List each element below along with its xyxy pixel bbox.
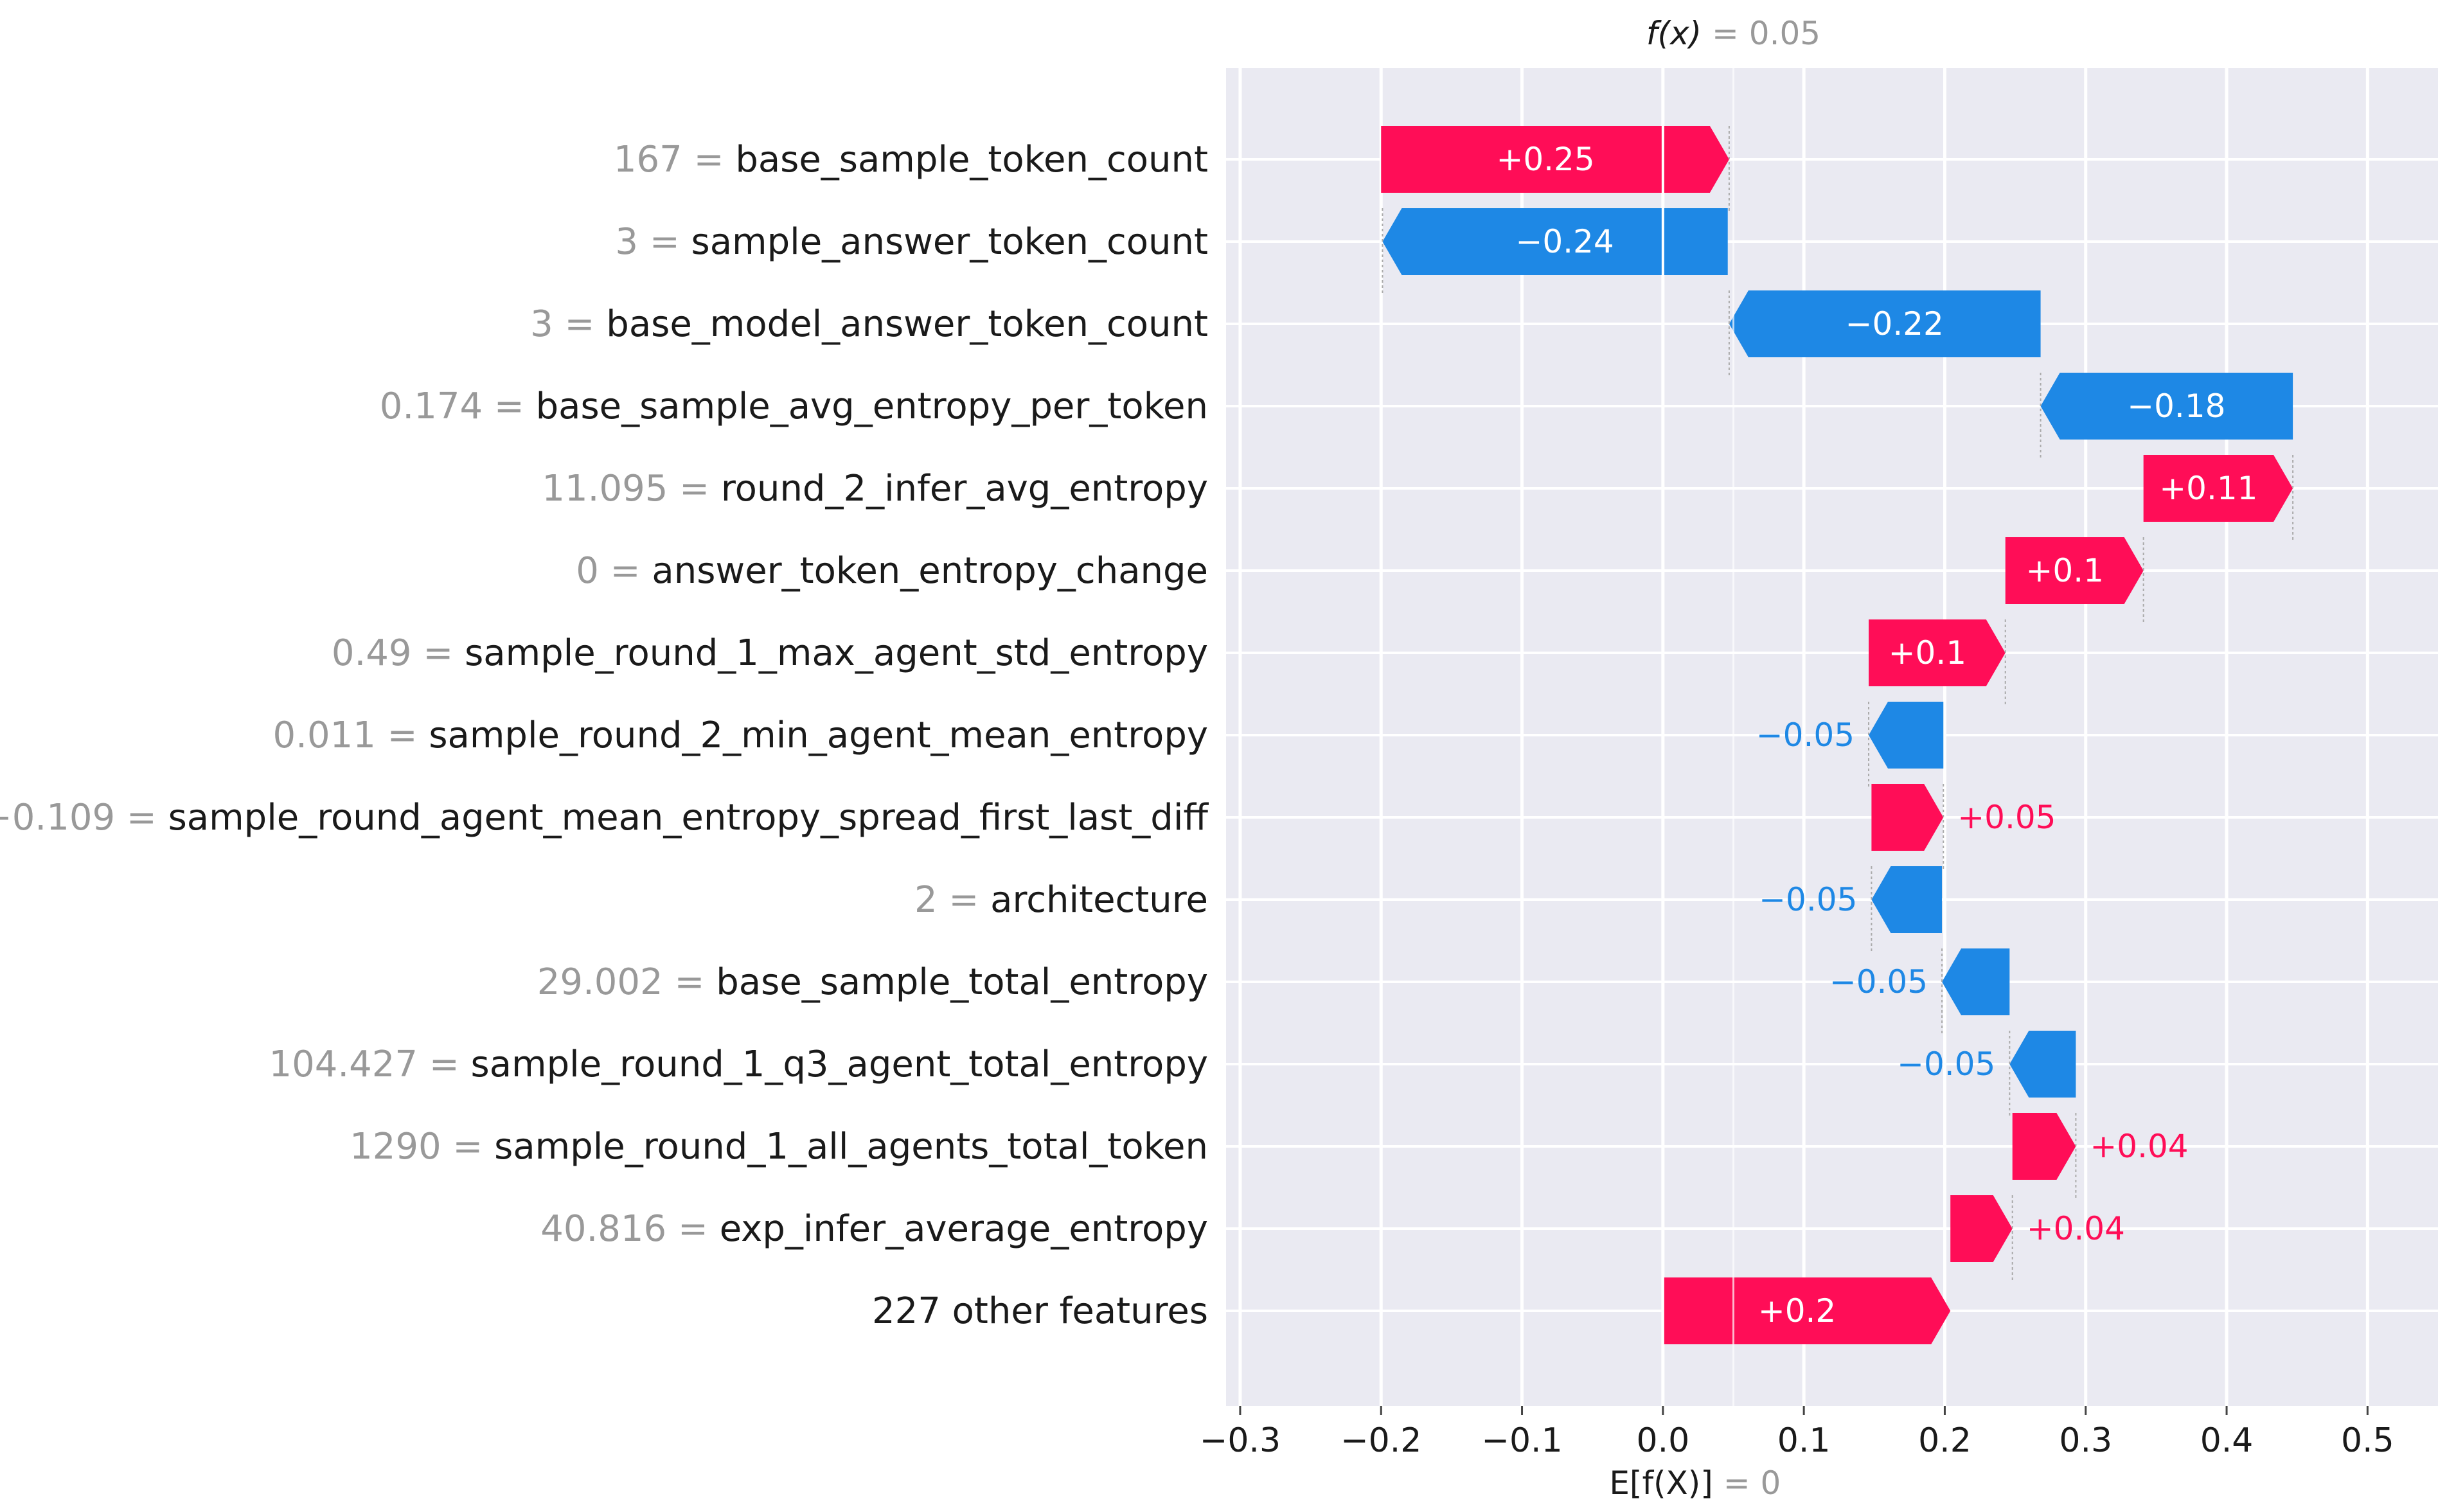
feature-name: base_sample_token_count bbox=[735, 139, 1208, 181]
row-label: 104.427 = sample_round_1_q3_agent_total_… bbox=[269, 1044, 1208, 1085]
chart-title: f(x) = 0.05 bbox=[1646, 15, 1820, 52]
feature-name: base_sample_total_entropy bbox=[716, 961, 1208, 1003]
row-label: 3 = sample_answer_token_count bbox=[615, 221, 1208, 263]
feature-value: 3 = bbox=[530, 303, 606, 345]
row-label: 40.816 = exp_infer_average_entropy bbox=[540, 1208, 1208, 1250]
row-label: 167 = base_sample_token_count bbox=[614, 139, 1208, 181]
row-label: 0.174 = base_sample_avg_entropy_per_toke… bbox=[380, 386, 1208, 427]
feature-name: base_sample_avg_entropy_per_token bbox=[536, 386, 1208, 427]
bar-value-label: +0.04 bbox=[2027, 1210, 2125, 1247]
feature-value: 0 = bbox=[576, 550, 652, 592]
waterfall-bar bbox=[2005, 537, 2144, 604]
row-label: 3 = base_model_answer_token_count bbox=[530, 303, 1208, 345]
bar-value-label: −0.05 bbox=[1897, 1045, 1995, 1083]
waterfall-bar bbox=[1729, 290, 2041, 357]
xlabel-value: = 0 bbox=[1723, 1464, 1781, 1502]
row-label: 0.49 = sample_round_1_max_agent_std_entr… bbox=[332, 632, 1208, 674]
waterfall-bar bbox=[1871, 866, 1943, 933]
xlabel-prefix: E[f(X)] bbox=[1609, 1464, 1723, 1502]
feature-value: 29.002 = bbox=[537, 961, 716, 1003]
feature-value: 167 = bbox=[614, 139, 735, 181]
waterfall-bar bbox=[1871, 784, 1944, 851]
bar-value-label: +0.25 bbox=[1496, 141, 1594, 178]
x-tick-label: 0.5 bbox=[2341, 1421, 2394, 1460]
bar-value-label: +0.1 bbox=[2025, 552, 2103, 589]
feature-name: sample_round_1_all_agents_total_token bbox=[494, 1126, 1208, 1168]
waterfall-bar bbox=[1869, 702, 1944, 769]
feature-value: 104.427 = bbox=[269, 1044, 470, 1085]
row-label: 29.002 = base_sample_total_entropy bbox=[537, 961, 1208, 1003]
feature-name: round_2_infer_avg_entropy bbox=[721, 468, 1208, 510]
bar-value-label: −0.18 bbox=[2127, 387, 2225, 425]
bar-value-label: +0.11 bbox=[2159, 470, 2257, 507]
bar-value-label: −0.05 bbox=[1756, 716, 1855, 754]
feature-value: 0.011 = bbox=[273, 715, 429, 756]
feature-name: sample_round_agent_mean_entropy_spread_f… bbox=[168, 797, 1209, 839]
bar-value-label: −0.24 bbox=[1515, 223, 1614, 260]
feature-value: 3 = bbox=[615, 221, 691, 263]
x-tick-label: 0.0 bbox=[1636, 1421, 1689, 1460]
waterfall-bar bbox=[2040, 373, 2293, 440]
row-label: −0.109 = sample_round_agent_mean_entropy… bbox=[0, 797, 1209, 839]
waterfall-bar bbox=[2009, 1031, 2076, 1098]
waterfall-bar bbox=[1869, 619, 2006, 686]
x-tick-label: 0.1 bbox=[1777, 1421, 1831, 1460]
feature-value: 1290 = bbox=[350, 1126, 494, 1168]
bar-value-label: +0.04 bbox=[2090, 1128, 2188, 1165]
x-tick-label: 0.3 bbox=[2059, 1421, 2112, 1460]
waterfall-bar bbox=[1950, 1195, 2013, 1262]
feature-name: sample_round_1_q3_agent_total_entropy bbox=[471, 1044, 1208, 1085]
bar-value-label: −0.05 bbox=[1829, 963, 1928, 1001]
waterfall-bar bbox=[2012, 1113, 2076, 1180]
x-axis-label: E[f(X)] = 0 bbox=[1609, 1464, 1781, 1502]
waterfall-bar bbox=[2143, 455, 2293, 522]
feature-name: answer_token_entropy_change bbox=[652, 550, 1208, 592]
feature-value: 40.816 = bbox=[540, 1208, 719, 1250]
waterfall-bar bbox=[1662, 1277, 1951, 1344]
bar-value-label: +0.1 bbox=[1889, 634, 1966, 672]
feature-name: sample_answer_token_count bbox=[691, 221, 1208, 263]
waterfall-bar bbox=[1382, 208, 1728, 275]
x-tick-label: 0.4 bbox=[2200, 1421, 2254, 1460]
waterfall-bar bbox=[1381, 126, 1729, 193]
feature-value: −0.109 = bbox=[0, 797, 168, 839]
bar-value-label: −0.22 bbox=[1846, 305, 1944, 342]
x-tick-label: −0.1 bbox=[1481, 1421, 1562, 1460]
bar-value-label: +0.2 bbox=[1758, 1292, 1836, 1330]
row-label: 2 = architecture bbox=[914, 879, 1208, 921]
feature-name: architecture bbox=[990, 879, 1208, 921]
feature-name: sample_round_1_max_agent_std_entropy bbox=[465, 632, 1208, 674]
row-label: 0 = answer_token_entropy_change bbox=[576, 550, 1208, 592]
row-label: 1290 = sample_round_1_all_agents_total_t… bbox=[350, 1126, 1208, 1168]
feature-value: 0.49 = bbox=[332, 632, 465, 674]
feature-name: 227 other features bbox=[872, 1290, 1208, 1332]
x-tick-label: −0.2 bbox=[1340, 1421, 1421, 1460]
row-label: 0.011 = sample_round_2_min_agent_mean_en… bbox=[273, 715, 1208, 756]
feature-value: 0.174 = bbox=[380, 386, 536, 427]
bar-value-label: +0.05 bbox=[1957, 799, 2056, 836]
bar-value-label: −0.05 bbox=[1759, 881, 1857, 918]
waterfall-bar bbox=[1942, 948, 2010, 1015]
feature-name: sample_round_2_min_agent_mean_entropy bbox=[429, 715, 1208, 756]
feature-value: 2 = bbox=[914, 879, 990, 921]
feature-value: 11.095 = bbox=[542, 468, 720, 510]
title-value: = 0.05 bbox=[1712, 15, 1820, 52]
row-label: 11.095 = round_2_infer_avg_entropy bbox=[542, 468, 1208, 510]
title-prefix: f(x) bbox=[1646, 15, 1712, 52]
x-tick-label: −0.3 bbox=[1200, 1421, 1281, 1460]
row-label: 227 other features bbox=[872, 1290, 1208, 1332]
x-tick-label: 0.2 bbox=[1918, 1421, 1971, 1460]
feature-name: base_model_answer_token_count bbox=[606, 303, 1208, 345]
feature-name: exp_infer_average_entropy bbox=[720, 1208, 1208, 1250]
